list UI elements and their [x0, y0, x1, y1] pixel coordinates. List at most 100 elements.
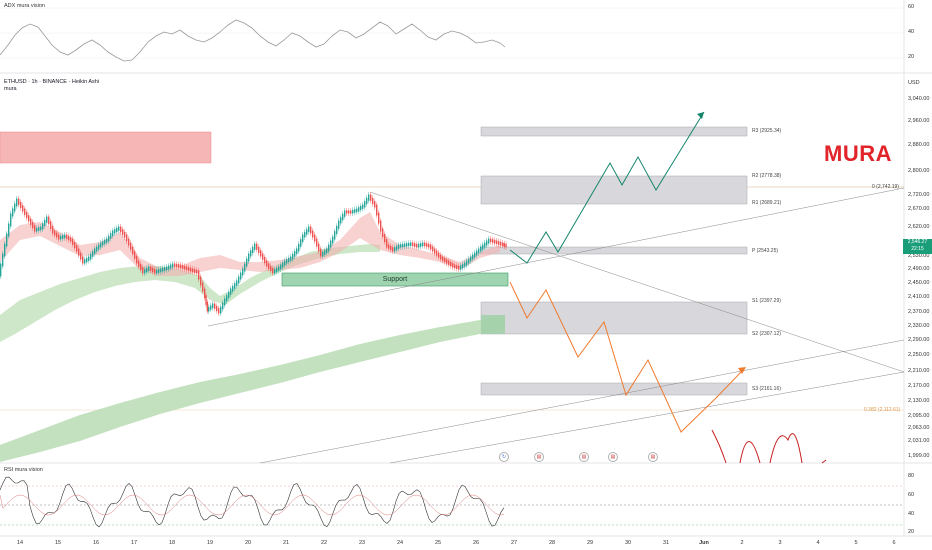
rsi-tick-40: 40 — [908, 511, 915, 517]
bearish-arrowhead — [738, 367, 746, 374]
s1-s2-zone — [480, 301, 748, 335]
time-tick: 24 — [396, 540, 404, 546]
bearish-projection — [509, 281, 745, 433]
lower-channel-2 — [389, 371, 905, 464]
time-tick: 4 — [816, 540, 820, 546]
time-tick: 21 — [282, 540, 290, 546]
price-tick: 2,720.00 — [908, 192, 930, 198]
indicator-name[interactable]: mura — [4, 86, 17, 92]
last-price-tag: 2,546.27 22:15 — [903, 239, 932, 254]
event-us-flag-icon[interactable]: ▤ — [579, 452, 589, 462]
last-price-countdown: 22:15 — [911, 246, 924, 252]
event-refresh-icon[interactable]: ↻ — [499, 452, 509, 462]
bullish-projection — [509, 111, 705, 264]
last-price-value: 2,546.27 — [907, 239, 928, 245]
time-tick: 28 — [548, 540, 556, 546]
bullish-arrowhead — [697, 112, 704, 119]
brand-logo: MURA — [824, 141, 892, 166]
price-tick: 3,040.00 — [908, 96, 930, 102]
symbol-title[interactable]: ETHUSD · 1h · BINANCE · Heikin Ashi — [4, 79, 100, 85]
fib-382-label: 0.382 (2,112.61) — [864, 407, 901, 413]
pivot-label: P (2543.25) — [752, 248, 779, 254]
rsi-line — [0, 476, 505, 528]
rsi-tick-80: 80 — [908, 473, 915, 479]
time-tick: 30 — [624, 540, 632, 546]
long-ma-band — [0, 315, 505, 462]
lower-channel-1 — [259, 339, 905, 464]
adx-tick-40: 40 — [908, 29, 915, 35]
heikin-ashi-candles — [0, 192, 507, 316]
price-tick: 2,450.00 — [908, 280, 930, 286]
s2-label: S2 (2307.12) — [752, 331, 781, 337]
cycle-wave — [711, 429, 827, 464]
support-zone — [281, 272, 509, 287]
price-tick: 2,370.00 — [908, 309, 930, 315]
price-tick: 2,095.00 — [908, 413, 930, 419]
falling-trendline — [369, 191, 905, 373]
pivot-zone — [480, 246, 748, 255]
adx-tick-60: 60 — [908, 4, 915, 10]
price-tick: 2,410.00 — [908, 294, 930, 300]
r1-label: R1 (2689.21) — [752, 200, 782, 206]
time-tick: 31 — [662, 540, 670, 546]
price-tick: 2,290.00 — [908, 337, 930, 343]
time-tick: 25 — [434, 540, 442, 546]
event-us-flag-icon[interactable]: ▤ — [608, 452, 618, 462]
price-tick: 1,999.00 — [908, 453, 930, 459]
time-tick: 3 — [778, 540, 782, 546]
price-tick: 2,170.00 — [908, 383, 930, 389]
r2-r1-zone — [480, 175, 748, 205]
fib-0-label: 0 (2,742.19) — [872, 184, 899, 190]
price-tick: 2,670.00 — [908, 206, 930, 212]
time-tick: 16 — [92, 540, 100, 546]
rsi-tick-20: 20 — [908, 529, 915, 535]
time-tick: 14 — [16, 540, 24, 546]
price-tick: 2,250.00 — [908, 352, 930, 358]
time-tick: 19 — [206, 540, 214, 546]
price-tick: 2,063.00 — [908, 425, 930, 431]
rising-trendline — [207, 187, 905, 327]
price-tick: 2,210.00 — [908, 368, 930, 374]
adx-title: ADX mura vision — [4, 3, 45, 9]
time-tick: 6 — [892, 540, 896, 546]
price-tick: 2,880.00 — [908, 142, 930, 148]
time-tick: 15 — [54, 540, 62, 546]
rsi-signal-line — [0, 494, 505, 516]
adx-line — [0, 19, 506, 62]
price-tick: 2,490.00 — [908, 266, 930, 272]
time-tick: 26 — [472, 540, 480, 546]
time-tick: 22 — [320, 540, 328, 546]
price-tick: 2,800.00 — [908, 168, 930, 174]
s1-label: S1 (2397.29) — [752, 298, 781, 304]
s3-label: S3 (2161.16) — [752, 386, 781, 392]
time-tick: 23 — [358, 540, 366, 546]
time-tick: 2 — [740, 540, 744, 546]
time-tick: 20 — [244, 540, 252, 546]
short-ma-ribbon — [0, 212, 500, 276]
support-label: Support — [382, 276, 408, 283]
price-tick: 2,530.00 — [908, 253, 930, 259]
time-tick: 5 — [854, 540, 858, 546]
s3-zone — [480, 382, 748, 396]
price-tick: 2,330.00 — [908, 323, 930, 329]
event-us-flag-icon[interactable]: ▤ — [534, 452, 544, 462]
time-tick: 17 — [130, 540, 138, 546]
time-tick: 27 — [510, 540, 518, 546]
time-tick: 18 — [168, 540, 176, 546]
time-tick: Jun — [699, 540, 709, 546]
price-tick: 2,130.00 — [908, 398, 930, 404]
r2-label: R2 (2778.38) — [752, 173, 782, 179]
resistance-zone — [0, 131, 212, 164]
rsi-tick-60: 60 — [908, 492, 915, 498]
price-tick: 2,960.00 — [908, 118, 930, 124]
price-tick: 2,620.00 — [908, 224, 930, 230]
time-tick: 29 — [586, 540, 594, 546]
adx-tick-20: 20 — [908, 54, 915, 60]
price-tick: 2,031.00 — [908, 438, 930, 444]
currency-label[interactable]: USD — [908, 80, 920, 86]
r3-zone — [480, 126, 748, 137]
event-us-flag-icon[interactable]: ▤ — [648, 452, 658, 462]
rsi-title: RSI mura vision — [4, 467, 43, 473]
